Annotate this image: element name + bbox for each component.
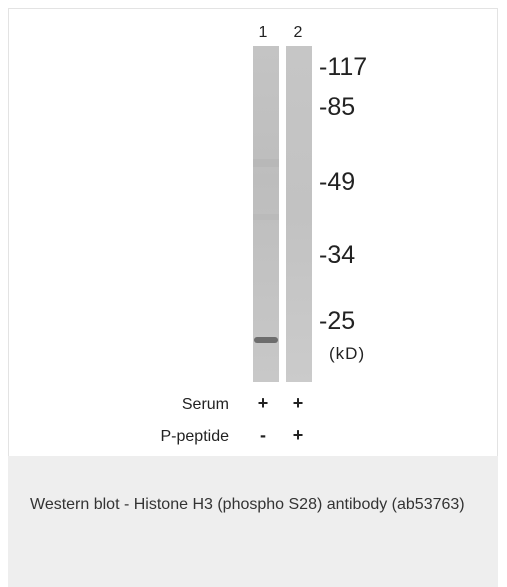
caption: Western blot - Histone H3 (phospho S28) …: [8, 456, 498, 587]
condition-sign: +: [293, 425, 304, 445]
lane-2: [286, 46, 312, 382]
condition-label: P-peptide: [161, 428, 230, 445]
condition-sign: +: [293, 393, 304, 413]
faint-band: [253, 214, 279, 220]
marker-label: -117: [319, 53, 367, 81]
blot-image: 1 2 -117 -85 -49 -34 -25 (kD) Serum + + P-peptide - +: [9, 9, 499, 457]
condition-label: Serum: [182, 396, 229, 413]
marker-label: (kD): [329, 344, 365, 363]
faint-band: [253, 159, 279, 167]
marker-label: -25: [319, 307, 355, 335]
lane-label: 1: [259, 24, 268, 41]
page: {"figure": {"lanes": ["1", "2"], "marker…: [0, 0, 507, 587]
marker-label: -49: [319, 168, 355, 196]
band: [254, 337, 278, 343]
marker-label: -85: [319, 93, 355, 121]
condition-sign: -: [260, 425, 266, 445]
marker-label: -34: [319, 241, 355, 269]
condition-sign: +: [258, 393, 269, 413]
lane-label: 2: [294, 24, 303, 41]
figure-frame: 1 2 -117 -85 -49 -34 -25 (kD) Serum + + P-peptide - +: [8, 8, 498, 456]
